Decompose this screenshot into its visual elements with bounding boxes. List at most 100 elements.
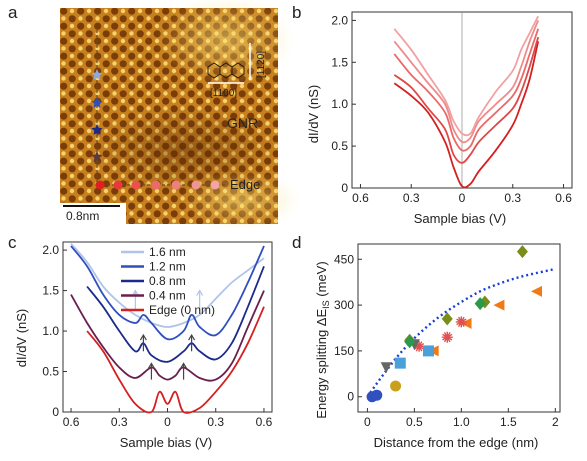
site-marker-dot bbox=[171, 180, 181, 190]
b-x-tick-label: 0.6 bbox=[352, 191, 369, 205]
site-marker-star bbox=[91, 151, 103, 162]
b-y-tick-label: 0 bbox=[341, 181, 348, 195]
c-series-line-3 bbox=[86, 265, 265, 363]
d-point-square bbox=[394, 357, 406, 369]
lattice-orientation-sketch bbox=[207, 43, 251, 84]
c-arrow-head bbox=[147, 362, 155, 369]
xlabel-c: Sample bias (V) bbox=[120, 435, 212, 450]
d-point-triangle-left bbox=[460, 317, 472, 329]
site-marker-dot bbox=[151, 180, 161, 190]
d-point-triangle-down bbox=[380, 362, 392, 374]
b-y-tick-label: 2.0 bbox=[331, 13, 348, 27]
c-series-line-5 bbox=[86, 306, 265, 414]
d-point-circle bbox=[371, 389, 383, 401]
panel-label-b: b bbox=[292, 3, 301, 22]
b-y-tick-label: 0.5 bbox=[331, 139, 348, 153]
gnr-label: GNR bbox=[227, 115, 258, 131]
c-arrow-head bbox=[188, 333, 196, 341]
panel-label-d: d bbox=[292, 233, 301, 252]
ylabel-c: dI/dV (nS) bbox=[14, 309, 29, 368]
panel-label-c: c bbox=[8, 233, 17, 252]
c-x-tick-label: 0.6 bbox=[63, 415, 80, 429]
site-marker-dot bbox=[191, 180, 201, 190]
c-y-tick-label: 1.5 bbox=[42, 284, 59, 298]
ylabel-b: dI/dV (nS) bbox=[306, 85, 321, 144]
plot-d: 0 0.5 1.0 1.5 2 0 150 300 450 bbox=[334, 243, 561, 429]
d-point-diamond bbox=[441, 312, 453, 326]
site-marker-dot bbox=[113, 180, 123, 190]
d-y-tick-label: 450 bbox=[334, 252, 354, 266]
b-x-tick-label: 0.3 bbox=[504, 191, 521, 205]
site-marker-star bbox=[91, 69, 103, 80]
c-series-line-2 bbox=[70, 245, 265, 341]
c-y-tick-label: 2.0 bbox=[42, 243, 59, 257]
d-axes-frame bbox=[357, 243, 561, 413]
xlabel-d: Distance from the edge (nm) bbox=[374, 435, 539, 450]
d-point-diamond bbox=[474, 297, 486, 311]
c-y-tick-label: 0 bbox=[52, 405, 59, 419]
edge-label: Edge bbox=[230, 177, 260, 192]
site-marker-star bbox=[91, 97, 103, 108]
c-series-line-1 bbox=[70, 243, 265, 328]
xlabel-b: Sample bias (V) bbox=[414, 211, 506, 226]
c-x-tick-label: 0 bbox=[164, 415, 171, 429]
d-point-diamond bbox=[516, 245, 528, 259]
d-x-tick-label: 0 bbox=[364, 415, 371, 429]
d-y-tick-label: 300 bbox=[334, 298, 354, 312]
ylabel-d-main: Energy splitting ΔE bbox=[314, 309, 329, 419]
d-point-square bbox=[422, 345, 434, 357]
b-series-line-1 bbox=[393, 41, 540, 189]
b-x-tick-label: 0.3 bbox=[403, 191, 420, 205]
plot-b: 0.6 0.3 0 0.3 0.6 0 0.5 1.0 1.5 2.0 bbox=[331, 11, 573, 205]
d-x-tick-label: 2 bbox=[552, 415, 559, 429]
d-x-tick-label: 0.5 bbox=[406, 415, 423, 429]
d-point-circle bbox=[390, 380, 402, 392]
b-x-tick-label: 0 bbox=[459, 191, 466, 205]
c-y-tick-label: 1.0 bbox=[42, 324, 59, 338]
scalebar-box bbox=[60, 203, 126, 224]
d-y-tick-label: 0 bbox=[347, 390, 354, 404]
b-x-tick-label: 0.6 bbox=[555, 191, 572, 205]
d-point-diamond bbox=[404, 335, 416, 349]
b-series-line-2 bbox=[393, 36, 540, 164]
b-y-tick-label: 1.5 bbox=[331, 55, 348, 69]
site-marker-dot bbox=[95, 180, 105, 190]
c-arrow-head bbox=[131, 289, 139, 296]
b-series-line-3 bbox=[393, 28, 540, 152]
c-arrow-head bbox=[180, 362, 188, 369]
ylabel-d: Energy splitting ΔEIS (meV) bbox=[314, 261, 331, 418]
c-legend-label: 1.6 nm bbox=[149, 245, 186, 259]
ylabel-d-unit: (meV) bbox=[314, 261, 329, 300]
d-point-star bbox=[441, 331, 453, 343]
stm-image: [1100] [1120] GNR Edge 0.8nm bbox=[60, 0, 300, 230]
panel-label-a: a bbox=[8, 3, 18, 22]
d-x-tick-label: 1.0 bbox=[453, 415, 470, 429]
d-y-tick-label: 150 bbox=[334, 344, 354, 358]
stm-markers bbox=[91, 69, 220, 190]
site-marker-dot bbox=[131, 180, 141, 190]
d-point-star bbox=[455, 316, 467, 328]
c-arrow-head bbox=[139, 333, 147, 341]
c-legend-label: 0.4 nm bbox=[149, 289, 186, 303]
ylabel-d-sub: IS bbox=[321, 300, 331, 309]
d-point-triangle-left bbox=[493, 299, 505, 311]
c-legend-label: 0.8 nm bbox=[149, 274, 186, 288]
stm-bright-region bbox=[155, 0, 295, 85]
d-point-triangle-left bbox=[531, 285, 543, 297]
c-legend-label: 1.2 nm bbox=[149, 260, 186, 274]
d-x-tick-label: 1.5 bbox=[500, 415, 517, 429]
c-x-tick-label: 0.6 bbox=[256, 415, 273, 429]
c-legend-label: Edge (0 nm) bbox=[149, 303, 215, 317]
d-fit-curve bbox=[366, 267, 556, 398]
c-y-tick-label: 0.5 bbox=[42, 365, 59, 379]
c-arrow-head bbox=[196, 289, 204, 296]
site-marker-star bbox=[91, 124, 103, 135]
direction-label-1100: [1100] bbox=[210, 88, 237, 99]
b-series-line-4 bbox=[393, 20, 540, 144]
c-series-line-4 bbox=[70, 290, 265, 382]
b-y-tick-label: 1.0 bbox=[331, 97, 348, 111]
c-x-tick-label: 0.3 bbox=[207, 415, 224, 429]
scalebar-label: 0.8nm bbox=[66, 209, 99, 223]
